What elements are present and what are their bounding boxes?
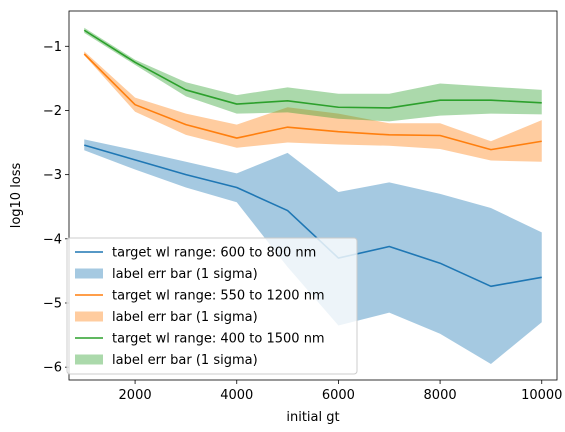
y-tick-label: −4 bbox=[43, 232, 62, 247]
error-band-2 bbox=[84, 51, 542, 162]
legend-box bbox=[66, 237, 358, 375]
y-tick-label: −2 bbox=[43, 104, 62, 119]
legend-label: label err bar (1 sigma) bbox=[112, 267, 258, 282]
legend-label: target wl range: 400 to 1500 nm bbox=[112, 332, 325, 347]
legend-label: label err bar (1 sigma) bbox=[112, 353, 258, 368]
error-band-3 bbox=[84, 27, 542, 122]
y-axis-ticks: −6 −5 −4 −3 −2 −1 bbox=[43, 40, 69, 376]
x-tick-label: 8000 bbox=[424, 388, 457, 403]
legend-label: target wl range: 550 to 1200 nm bbox=[112, 289, 325, 304]
x-axis-label: initial gt bbox=[286, 410, 339, 425]
x-tick-label: 6000 bbox=[322, 388, 355, 403]
y-tick-label: −6 bbox=[43, 361, 62, 376]
x-tick-label: 10000 bbox=[521, 388, 562, 403]
x-tick-label: 4000 bbox=[220, 388, 253, 403]
series-line-1 bbox=[84, 144, 542, 288]
y-tick-label: −1 bbox=[43, 40, 62, 55]
legend: target wl range: 600 to 800 nm label err … bbox=[66, 237, 358, 375]
y-tick-label: −5 bbox=[43, 296, 62, 311]
x-tick-label: 2000 bbox=[119, 388, 152, 403]
series-lines bbox=[83, 29, 542, 288]
legend-band-swatch bbox=[75, 354, 103, 365]
plot-frame bbox=[68, 10, 558, 381]
series-line-2 bbox=[83, 53, 542, 151]
legend-band-swatch bbox=[75, 268, 103, 279]
legend-label: target wl range: 600 to 800 nm bbox=[112, 246, 316, 261]
legend-band-swatch bbox=[75, 311, 103, 322]
series-line-3 bbox=[83, 29, 542, 109]
y-tick-label: −3 bbox=[43, 168, 62, 183]
y-axis-label: log10 loss bbox=[9, 162, 24, 228]
legend-label: label err bar (1 sigma) bbox=[112, 310, 258, 325]
x-axis-ticks: 2000 4000 6000 8000 10000 bbox=[119, 380, 562, 403]
